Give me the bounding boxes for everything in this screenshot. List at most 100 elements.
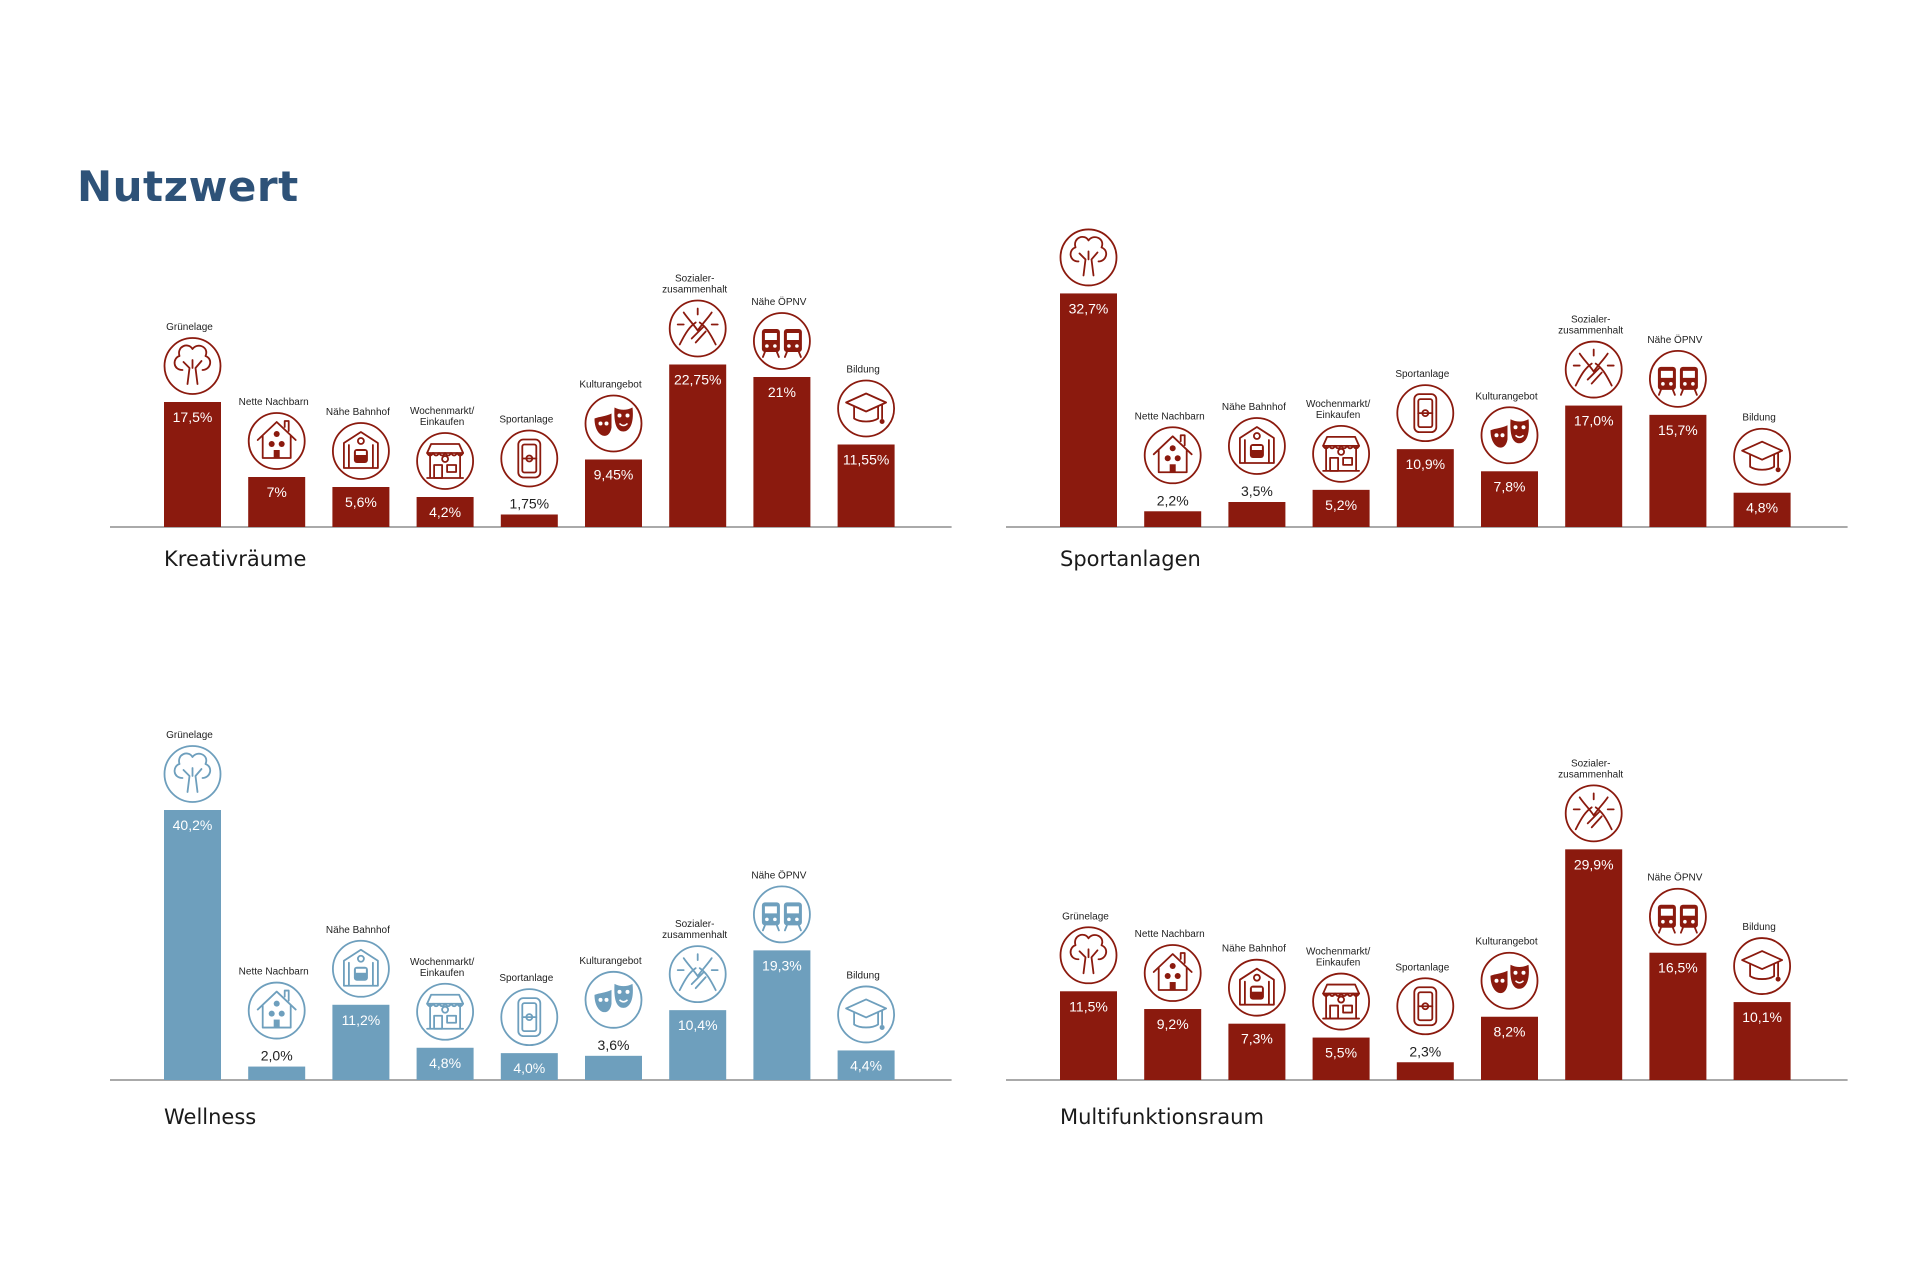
bar-sportanlage	[1396, 1062, 1454, 1080]
value-label-nette-nachbarn: 2,2%	[1157, 492, 1189, 508]
value-label-bildung: 4,4%	[850, 1057, 882, 1073]
bar-kulturangebot	[585, 1055, 642, 1080]
category-label-nette-nachbarn: Nette Nachbarn	[1135, 411, 1205, 422]
joined-hands-icon	[668, 945, 727, 1004]
market-stall-icon	[416, 432, 475, 490]
sports-field-icon	[500, 988, 559, 1047]
value-label-sozialer-zusammenhalt: 10,4%	[678, 1017, 718, 1033]
value-label-nette-nachbarn: 7%	[267, 484, 287, 500]
category-label-naehe-oepnv: Nähe ÖPNV	[1647, 334, 1702, 346]
value-label-kulturangebot: 8,2%	[1494, 1024, 1526, 1040]
bar-wochenmarkt	[1312, 1037, 1370, 1080]
category-label-bildung: Bildung	[846, 365, 879, 376]
bar-bildung	[1733, 1002, 1791, 1080]
category-label-kulturangebot: Kulturangebot	[579, 380, 641, 391]
category-label-gruenelage: Grünelage	[166, 730, 213, 741]
bar-kulturangebot	[1481, 1016, 1538, 1080]
chart-title-kreativraeume: Kreativräume	[164, 547, 307, 571]
bus-train-icon	[1649, 887, 1707, 946]
bar-bildung	[837, 1050, 895, 1080]
bar-nette-nachbarn	[248, 477, 306, 527]
value-label-sportanlage: 10,9%	[1405, 456, 1445, 472]
category-label-sportanlage: Sportanlage	[499, 415, 553, 426]
category-label-sportanlage: Sportanlage	[499, 973, 553, 984]
tree-icon	[163, 337, 222, 395]
chart-title-wellness: Wellness	[164, 1105, 257, 1129]
chart-panel-sportanlagen: 32,7% 2,2% Nette Nachbarn 3,5% Nähe Bahnhof 5…	[1003, 228, 1853, 700]
graduation-cap-icon	[837, 379, 895, 438]
bar-nette-nachbarn	[1144, 1009, 1202, 1080]
sports-field-icon	[1396, 384, 1455, 443]
category-label-sozialer-zusammenhalt: Sozialer-zusammenhalt	[662, 274, 727, 296]
value-label-nette-nachbarn: 9,2%	[1157, 1016, 1189, 1032]
value-label-sozialer-zusammenhalt: 22,75%	[674, 372, 721, 388]
bar-sozialer-zusammenhalt	[669, 364, 727, 527]
bar-kulturangebot	[585, 459, 642, 527]
category-label-sozialer-zusammenhalt: Sozialer-zusammenhalt	[1558, 758, 1623, 780]
value-label-naehe-bahnhof: 3,5%	[1241, 483, 1273, 499]
bar-naehe-bahnhof	[1228, 1023, 1286, 1080]
theater-masks-icon	[1480, 406, 1539, 465]
category-label-naehe-oepnv: Nähe ÖPNV	[751, 296, 806, 308]
bar-gruenelage	[1060, 991, 1117, 1080]
house-neighbors-icon	[1143, 944, 1202, 1002]
category-label-naehe-oepnv: Nähe ÖPNV	[751, 869, 806, 881]
value-label-sozialer-zusammenhalt: 17,0%	[1574, 413, 1614, 429]
category-label-kulturangebot: Kulturangebot	[1475, 937, 1537, 948]
train-station-icon	[1227, 958, 1286, 1017]
category-label-bildung: Bildung	[846, 970, 879, 981]
value-label-wochenmarkt: 4,8%	[429, 1055, 461, 1071]
category-label-sportanlage: Sportanlage	[1395, 369, 1449, 380]
bar-naehe-oepnv	[753, 377, 811, 527]
value-label-wochenmarkt: 5,2%	[1325, 497, 1357, 513]
category-label-naehe-bahnhof: Nähe Bahnhof	[1222, 402, 1286, 413]
category-label-naehe-bahnhof: Nähe Bahnhof	[326, 925, 390, 936]
category-label-kulturangebot: Kulturangebot	[579, 956, 641, 967]
house-neighbors-icon	[247, 981, 306, 1040]
bus-train-icon	[1649, 349, 1707, 408]
house-neighbors-icon	[1143, 426, 1202, 485]
bar-wochenmarkt	[1312, 489, 1370, 527]
joined-hands-icon	[1564, 340, 1623, 399]
joined-hands-icon	[668, 299, 727, 358]
value-label-naehe-oepnv: 15,7%	[1658, 422, 1698, 438]
theater-masks-icon	[584, 970, 643, 1029]
category-label-sozialer-zusammenhalt: Sozialer-zusammenhalt	[662, 919, 727, 941]
value-label-bildung: 11,55%	[843, 452, 889, 468]
sports-field-icon	[1396, 977, 1455, 1036]
bar-nette-nachbarn	[248, 1066, 306, 1080]
bar-gruenelage	[164, 810, 221, 1080]
value-label-sportanlage: 1,75%	[509, 496, 549, 512]
bar-naehe-oepnv	[1649, 414, 1707, 527]
bar-wochenmarkt	[416, 497, 474, 527]
bar-naehe-bahnhof	[332, 487, 390, 527]
value-label-gruenelage: 40,2%	[173, 817, 213, 833]
market-stall-icon	[1312, 972, 1371, 1031]
chart-panel-wellness: 40,2% Grünelage 2,0% Nette Nachbarn 11,2% Näh…	[107, 730, 957, 1200]
category-label-wochenmarkt: Wochenmarkt/Einkaufen	[410, 957, 475, 979]
bar-nette-nachbarn	[1144, 511, 1202, 527]
value-label-sportanlage: 4,0%	[513, 1060, 545, 1076]
bar-sozialer-zusammenhalt	[1565, 849, 1623, 1080]
chart-panel-kreativraeume: 17,5% Grünelage 7% Nette Nachbarn 5,6% Nähe B…	[107, 240, 957, 700]
bar-naehe-oepnv	[753, 950, 811, 1080]
value-label-sportanlage: 2,3%	[1409, 1043, 1441, 1059]
value-label-naehe-oepnv: 21%	[768, 384, 796, 400]
joined-hands-icon	[1564, 784, 1623, 843]
bar-chart-wellness: 40,2% Grünelage 2,0% Nette Nachbarn 11,2% Näh…	[110, 730, 952, 1081]
bar-gruenelage	[164, 402, 221, 527]
category-label-nette-nachbarn: Nette Nachbarn	[1135, 929, 1205, 940]
category-label-naehe-oepnv: Nähe ÖPNV	[1647, 872, 1702, 884]
value-label-kulturangebot: 3,6%	[598, 1037, 630, 1053]
chart-title-multifunktionsraum: Multifunktionsraum	[1060, 1105, 1264, 1129]
value-label-naehe-oepnv: 16,5%	[1658, 960, 1698, 976]
category-label-nette-nachbarn: Nette Nachbarn	[239, 967, 309, 978]
category-label-wochenmarkt: Wochenmarkt/Einkaufen	[410, 406, 475, 428]
bus-train-icon	[753, 885, 811, 944]
bar-bildung	[1733, 492, 1791, 527]
train-station-icon	[331, 422, 390, 480]
sports-field-icon	[500, 429, 559, 488]
tree-icon	[1059, 228, 1118, 287]
bar-kulturangebot	[1481, 471, 1538, 527]
theater-masks-icon	[584, 394, 643, 453]
